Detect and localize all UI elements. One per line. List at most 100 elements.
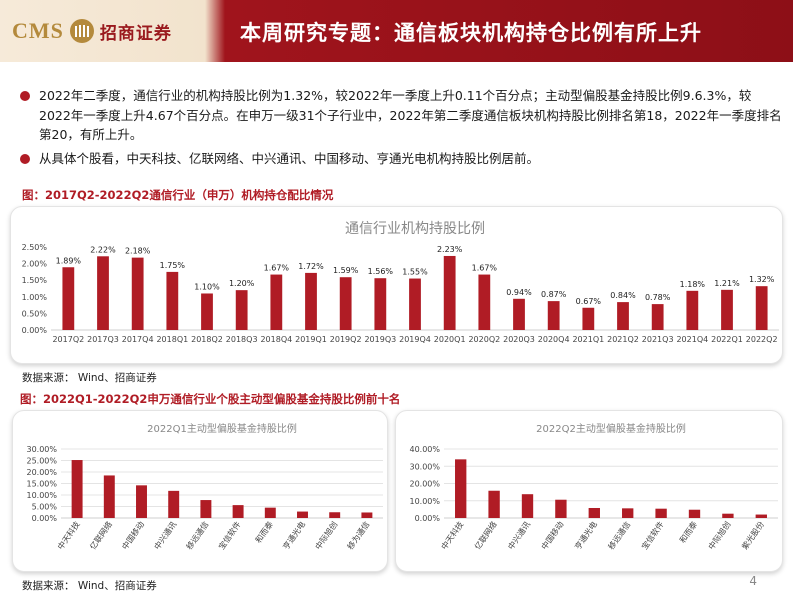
y-tick-label: 2.50%: [22, 243, 48, 252]
data-label: 0.78%: [645, 293, 671, 302]
y-tick-label: 10.00%: [409, 497, 440, 506]
x-tick-label: 2017Q3: [87, 335, 119, 344]
x-tick-label: 亿联网络: [87, 519, 114, 551]
y-tick-label: 2.00%: [22, 260, 48, 269]
bar: [688, 509, 701, 518]
bullet-dot-icon: [20, 91, 30, 101]
y-tick-label: 20.00%: [409, 480, 440, 489]
page-number: 4: [749, 574, 757, 588]
x-tick-label: 中国移动: [120, 519, 147, 551]
logo-emblem-icon: [69, 18, 95, 44]
y-tick-label: 25.00%: [26, 457, 57, 466]
bar: [201, 293, 213, 330]
data-label: 1.21%: [714, 279, 740, 288]
data-label: 1.10%: [194, 282, 220, 291]
x-tick-label: 2017Q4: [122, 335, 154, 344]
bar: [329, 512, 341, 518]
page-title: 本周研究专题：通信板块机构持仓比例有所上升: [240, 21, 702, 45]
bullet-item: 从具体个股看，中天科技、亿联网络、中兴通讯、中国移动、亨通光电机构持股比例居前。: [20, 149, 782, 169]
x-tick-label: 2021Q4: [676, 335, 708, 344]
x-tick-label: 中际旭创: [313, 519, 340, 551]
x-tick-label: 2018Q4: [260, 335, 292, 344]
bar: [235, 290, 248, 330]
x-tick-label: 2019Q1: [295, 335, 327, 344]
figure1-caption: 图：2017Q2-2022Q2通信行业（申万）机构持仓配比情况: [22, 188, 334, 202]
x-tick-label: 2020Q4: [538, 335, 570, 344]
bar: [339, 277, 352, 330]
data-label: 0.67%: [576, 297, 602, 306]
bar: [232, 505, 244, 518]
bar: [582, 307, 595, 330]
y-tick-label: 10.00%: [26, 491, 57, 500]
x-tick-label: 2021Q2: [607, 335, 639, 344]
x-tick-label: 2018Q3: [226, 335, 258, 344]
y-tick-label: 15.00%: [26, 480, 57, 489]
chart-title: 通信行业机构持股比例: [345, 221, 485, 237]
x-tick-label: 中天科技: [55, 519, 82, 551]
data-label: 0.87%: [541, 290, 567, 299]
x-tick-label: 2019Q3: [364, 335, 396, 344]
y-tick-label: 30.00%: [26, 445, 57, 454]
bar: [270, 274, 283, 330]
bar: [131, 257, 144, 330]
bar: [655, 508, 667, 518]
x-tick-label: 移远通信: [184, 519, 211, 551]
x-tick-label: 亨通光电: [281, 519, 308, 551]
x-tick-label: 2020Q2: [468, 335, 500, 344]
bullet-text: 2022年二季度，通信行业的机构持股比例为1.32%，较2022年一季度上升0.…: [39, 88, 782, 142]
data-label: 1.75%: [160, 261, 186, 270]
data-label: 0.94%: [506, 288, 532, 297]
bar: [622, 508, 634, 518]
data-label: 2.18%: [125, 247, 151, 256]
bar: [455, 459, 467, 518]
x-tick-label: 亿联网络: [472, 519, 499, 551]
bar: [555, 499, 567, 518]
x-tick-label: 2019Q2: [330, 335, 362, 344]
logo-chinese-name: 招商证券: [99, 23, 172, 44]
logo-text: CMS: [12, 18, 64, 43]
x-tick-label: 中际旭创: [706, 519, 733, 551]
bar: [547, 301, 560, 330]
bar: [71, 460, 83, 518]
x-tick-label: 2021Q1: [572, 335, 604, 344]
y-tick-label: 1.50%: [22, 276, 48, 285]
bar: [755, 286, 768, 330]
bar: [264, 507, 276, 518]
bar: [443, 255, 456, 330]
data-label: 1.59%: [333, 266, 359, 275]
x-tick-label: 移为通信: [345, 519, 372, 551]
chart1-panel: 通信行业机构持股比例 0.00% 0.50% 1.00% 1.50% 2.00% 2.50%…: [10, 206, 783, 364]
chart-title: 2022Q1主动型偏股基金持股比例: [147, 422, 297, 435]
fund-holding-2022q2-chart: 2022Q2主动型偏股基金持股比例 0.00% 10.00% 20.00% 30.00%…: [409, 422, 778, 551]
y-tick-label: 0.00%: [415, 514, 441, 523]
bar: [521, 494, 534, 518]
x-tick-label: 和而泰: [677, 519, 699, 544]
figure2-source: 数据来源： Wind、招商证券: [22, 580, 157, 592]
x-tick-label: 2021Q3: [642, 335, 674, 344]
bar: [722, 513, 734, 518]
x-tick-label: 2019Q4: [399, 335, 431, 344]
x-tick-label: 移远通信: [606, 519, 633, 551]
bar: [168, 490, 180, 518]
data-label: 1.67%: [472, 264, 498, 273]
bar: [488, 490, 500, 518]
data-label: 1.67%: [264, 264, 290, 273]
x-tick-label: 中兴通讯: [506, 519, 533, 551]
bar: [97, 256, 109, 330]
bar: [374, 278, 387, 330]
x-tick-label: 紫光股份: [739, 519, 766, 551]
bullet-dot-icon: [20, 153, 30, 164]
bar: [478, 274, 491, 330]
x-tick-label: 宝信软件: [216, 519, 243, 551]
chart3-panel: 2022Q2主动型偏股基金持股比例 0.00% 10.00% 20.00% 30.00%…: [395, 410, 783, 572]
figure1-source: 数据来源： Wind、招商证券: [22, 372, 157, 384]
bar: [166, 271, 179, 330]
bar: [297, 511, 308, 518]
x-tick-label: 2022Q2: [746, 335, 778, 344]
summary-bullets: 2022年二季度，通信行业的机构持股比例为1.32%，较2022年一季度上升0.…: [20, 86, 782, 172]
x-tick-label: 2017Q2: [52, 335, 84, 344]
chart-title: 2022Q2主动型偏股基金持股比例: [536, 422, 686, 435]
bar: [103, 475, 115, 518]
chart2-panel: 2022Q1主动型偏股基金持股比例 0.00% 5.00% 10.00% 15.00% 2…: [12, 410, 388, 572]
y-tick-label: 30.00%: [409, 462, 440, 471]
